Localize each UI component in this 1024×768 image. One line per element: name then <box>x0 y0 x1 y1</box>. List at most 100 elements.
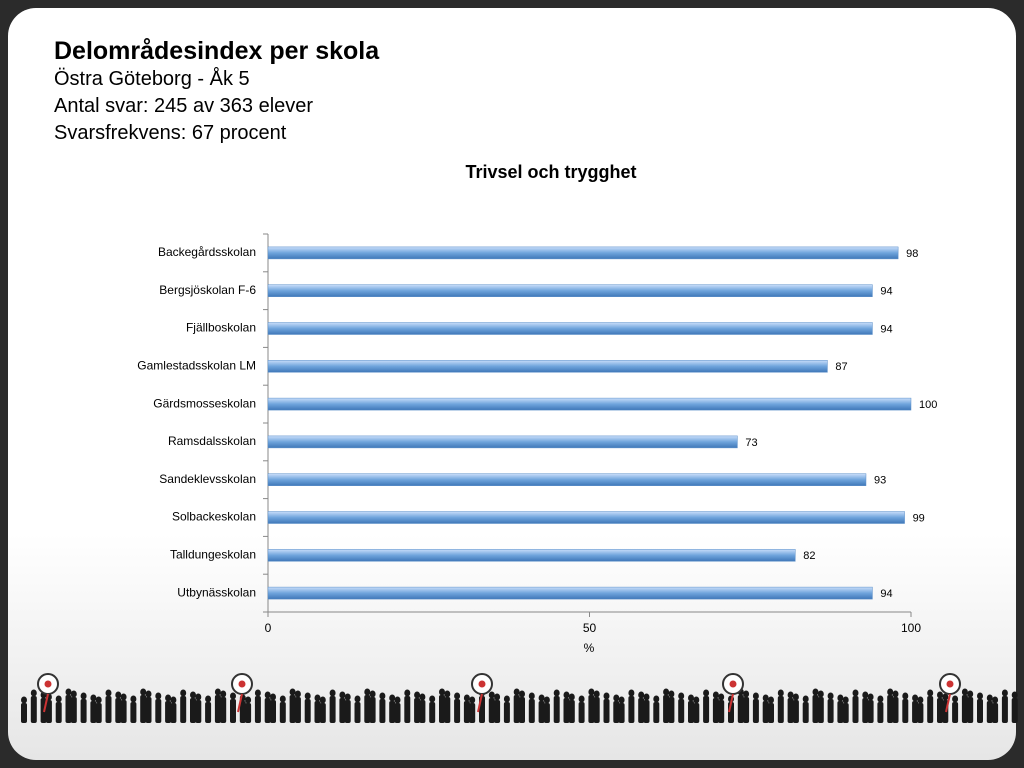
silhouette-head <box>668 690 675 698</box>
bar <box>267 322 873 335</box>
silhouette-body <box>214 695 221 723</box>
silhouette-head <box>115 691 122 699</box>
silhouette-body <box>513 695 520 723</box>
silhouette-head <box>220 690 227 698</box>
y-tick-label: Gärdsmosseskolan <box>153 396 256 410</box>
silhouette-body <box>80 699 87 723</box>
y-tick-label: Bergsjöskolan F-6 <box>159 283 256 297</box>
silhouette-body <box>578 702 585 723</box>
silhouette-body <box>314 701 321 723</box>
silhouette-body <box>812 695 819 723</box>
silhouette-head <box>802 695 809 703</box>
silhouette-head <box>752 692 759 700</box>
silhouette-head <box>618 696 625 704</box>
silhouette-body <box>339 698 346 723</box>
silhouette-head <box>902 692 909 700</box>
silhouette-body <box>279 702 286 723</box>
silhouette-head <box>95 696 102 704</box>
silhouette-head <box>364 688 371 696</box>
silhouette-head <box>463 694 470 702</box>
value-label: 93 <box>874 475 886 487</box>
value-label: 94 <box>880 286 892 298</box>
silhouette-body <box>239 701 246 723</box>
bar <box>267 473 867 486</box>
subtitle: Antal svar: 245 av 363 elever <box>54 95 314 117</box>
target <box>946 680 954 688</box>
silhouette-body <box>155 699 162 723</box>
silhouette-body <box>444 697 451 723</box>
silhouette-head <box>792 693 799 701</box>
silhouette-head <box>812 688 819 696</box>
silhouette-head <box>354 695 361 703</box>
silhouette-head <box>937 691 943 699</box>
silhouette-head <box>942 693 949 701</box>
silhouette-head <box>319 696 326 704</box>
target-line <box>43 693 49 713</box>
silhouette-head <box>165 694 172 702</box>
silhouette-body <box>394 703 401 723</box>
silhouette-head <box>588 688 595 696</box>
silhouette-body <box>21 703 27 723</box>
silhouette-body <box>270 700 276 723</box>
silhouette-head <box>140 688 147 696</box>
silhouette-body <box>743 697 750 723</box>
silhouette-head <box>892 690 899 698</box>
silhouette-head <box>1011 691 1018 699</box>
silhouette-body <box>862 698 869 723</box>
silhouette-head <box>65 688 72 696</box>
silhouette-head <box>653 695 660 703</box>
silhouette-head <box>877 695 884 703</box>
silhouette-body <box>90 701 97 723</box>
silhouette-body <box>787 698 794 723</box>
silhouette-head <box>693 696 700 704</box>
silhouette-body <box>992 703 999 723</box>
silhouette-head <box>777 689 784 697</box>
silhouette-head <box>294 690 301 698</box>
silhouette-body <box>628 696 635 723</box>
silhouette-body <box>205 702 212 723</box>
silhouette-body <box>1001 696 1008 723</box>
silhouette-head <box>703 689 710 697</box>
silhouette-head <box>1001 689 1008 697</box>
silhouette-body <box>967 697 974 723</box>
subtitle: Östra Göteborg - Åk 5 <box>54 68 250 90</box>
subtitle: Svarsfrekvens: 67 procent <box>54 122 287 144</box>
silhouette-body <box>494 700 501 723</box>
silhouette-head <box>817 690 824 698</box>
silhouette-head <box>190 691 196 699</box>
silhouette-body <box>439 695 445 723</box>
silhouette-head <box>494 693 501 701</box>
silhouette-body <box>961 695 968 723</box>
silhouette-body <box>304 699 311 723</box>
silhouette-body <box>95 703 102 723</box>
silhouette-body <box>289 695 296 723</box>
target <box>729 680 737 688</box>
bar <box>267 360 828 373</box>
silhouette-body <box>1011 698 1018 723</box>
silhouette-body <box>379 699 386 723</box>
silhouette-body <box>663 695 670 723</box>
silhouette-body <box>638 698 645 723</box>
decoration <box>21 673 1018 723</box>
target <box>44 680 52 688</box>
silhouette-body <box>927 696 934 723</box>
silhouette-body <box>912 701 919 723</box>
silhouette-head <box>638 691 645 699</box>
silhouette-body <box>563 698 570 723</box>
y-tick-label: Fjällboskolan <box>186 321 256 335</box>
silhouette-head <box>553 689 560 697</box>
silhouette-head <box>180 689 187 697</box>
silhouette-head <box>419 693 426 701</box>
silhouette-head <box>279 695 286 703</box>
value-label: 82 <box>803 550 815 562</box>
bar <box>267 511 905 524</box>
silhouette-head <box>663 688 670 696</box>
silhouette-body <box>892 697 899 723</box>
silhouette-head <box>270 693 276 701</box>
silhouette-body <box>613 701 620 723</box>
silhouette-body <box>404 696 411 723</box>
silhouette-head <box>927 689 934 697</box>
silhouette-body <box>264 698 271 723</box>
silhouette-head <box>961 688 968 696</box>
silhouette-body <box>867 700 874 723</box>
